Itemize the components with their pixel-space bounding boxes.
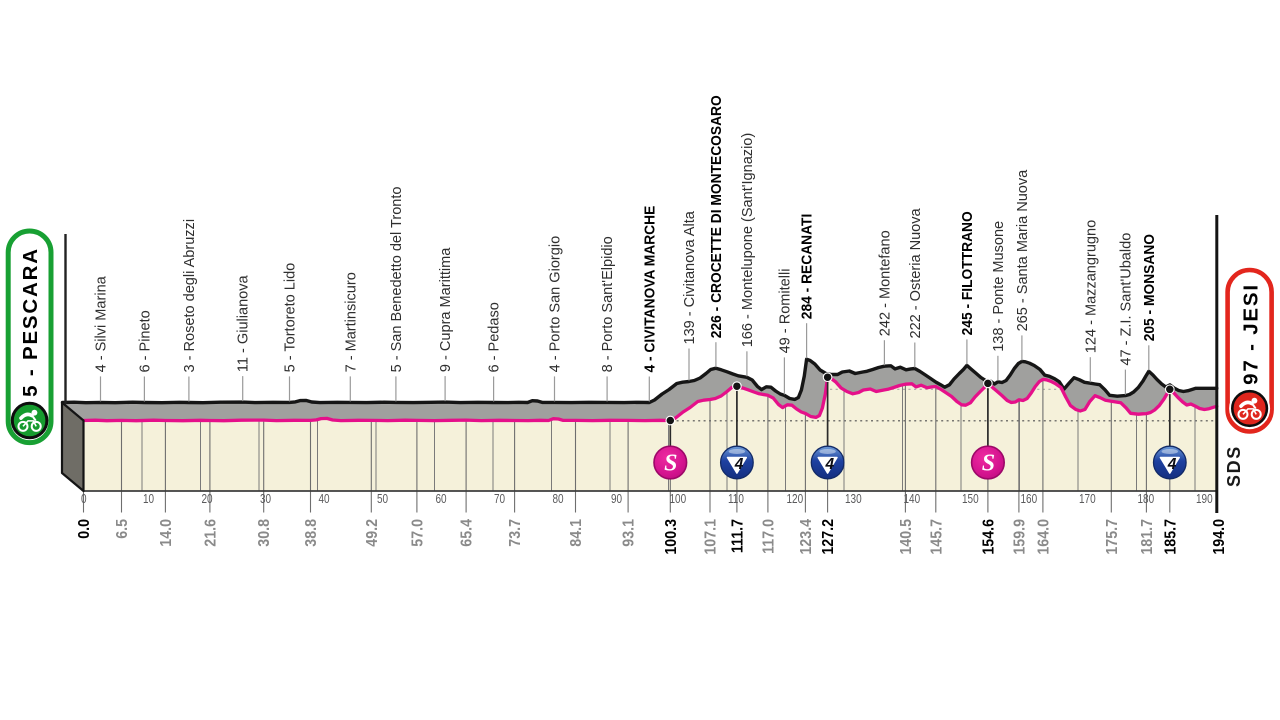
svg-text:80: 80 xyxy=(553,493,564,506)
svg-text:170: 170 xyxy=(1079,493,1096,506)
svg-text:38.8: 38.8 xyxy=(304,519,321,547)
svg-text:130: 130 xyxy=(845,493,862,506)
svg-text:123.4: 123.4 xyxy=(798,518,815,554)
svg-text:194.0: 194.0 xyxy=(1211,519,1228,555)
svg-text:5 - PESCARA: 5 - PESCARA xyxy=(19,247,42,397)
svg-text:226 - CROCETTE DI MONTECOSARO: 226 - CROCETTE DI MONTECOSARO xyxy=(708,95,725,338)
svg-text:4 - CIVITANOVA MARCHE: 4 - CIVITANOVA MARCHE xyxy=(642,205,659,372)
svg-text:4: 4 xyxy=(734,456,744,473)
svg-text:6 - Pineto: 6 - Pineto xyxy=(137,310,153,372)
svg-text:124 - Mazzangrugno: 124 - Mazzangrugno xyxy=(1083,220,1099,353)
svg-text:245 - FILOTTRANO: 245 - FILOTTRANO xyxy=(959,211,976,335)
svg-text:180: 180 xyxy=(1138,493,1155,506)
svg-text:100.3: 100.3 xyxy=(663,519,680,555)
svg-text:145.7: 145.7 xyxy=(929,519,946,555)
svg-text:4: 4 xyxy=(824,456,834,473)
svg-text:111.7: 111.7 xyxy=(730,519,747,553)
svg-text:6 - Pedaso: 6 - Pedaso xyxy=(486,302,502,372)
svg-text:57.0: 57.0 xyxy=(410,519,427,547)
svg-text:154.6: 154.6 xyxy=(981,519,998,555)
svg-text:47 - Z.I. Sant'Ubaldo: 47 - Z.I. Sant'Ubaldo xyxy=(1118,233,1134,366)
svg-text:117.0: 117.0 xyxy=(761,519,778,554)
svg-text:S: S xyxy=(982,451,995,477)
svg-text:5 - San Benedetto del Tronto: 5 - San Benedetto del Tronto xyxy=(389,186,405,372)
svg-text:49.2: 49.2 xyxy=(364,519,381,547)
svg-text:140: 140 xyxy=(904,493,921,506)
svg-text:140.5: 140.5 xyxy=(898,519,915,555)
svg-text:21.6: 21.6 xyxy=(203,519,220,547)
svg-text:181.7: 181.7 xyxy=(1139,519,1156,555)
svg-text:138 - Ponte Musone: 138 - Ponte Musone xyxy=(991,221,1007,352)
svg-text:175.7: 175.7 xyxy=(1104,519,1121,555)
svg-text:14.0: 14.0 xyxy=(158,519,175,547)
svg-text:164.0: 164.0 xyxy=(1036,519,1053,555)
svg-text:160: 160 xyxy=(1021,493,1038,506)
svg-text:6.5: 6.5 xyxy=(115,519,132,539)
svg-text:185.7: 185.7 xyxy=(1163,519,1180,555)
svg-text:4: 4 xyxy=(1167,456,1177,473)
svg-text:10: 10 xyxy=(143,493,154,506)
svg-text:65.4: 65.4 xyxy=(459,518,476,546)
svg-text:107.1: 107.1 xyxy=(703,519,720,555)
svg-text:11 - Giulianova: 11 - Giulianova xyxy=(236,275,252,372)
svg-text:4 - Porto San Giorgio: 4 - Porto San Giorgio xyxy=(547,236,563,373)
svg-text:100: 100 xyxy=(670,493,687,506)
svg-text:60: 60 xyxy=(436,493,447,506)
svg-text:5 - Tortoreto Lido: 5 - Tortoreto Lido xyxy=(282,263,298,373)
svg-text:30: 30 xyxy=(260,493,271,506)
svg-text:70: 70 xyxy=(494,493,505,506)
svg-text:0.0: 0.0 xyxy=(77,519,94,539)
svg-text:190: 190 xyxy=(1196,493,1213,506)
svg-text:7 - Martinsicuro: 7 - Martinsicuro xyxy=(343,272,359,372)
svg-text:50: 50 xyxy=(377,493,388,506)
svg-text:3 - Roseto degli Abruzzi: 3 - Roseto degli Abruzzi xyxy=(182,219,198,373)
svg-text:242 - Montefano: 242 - Montefano xyxy=(877,230,893,336)
svg-text:73.7: 73.7 xyxy=(508,519,525,547)
svg-text:110: 110 xyxy=(728,493,744,506)
svg-text:0: 0 xyxy=(81,493,87,506)
svg-text:9 - Cupra Marittima: 9 - Cupra Marittima xyxy=(438,247,454,372)
svg-text:S: S xyxy=(664,451,677,477)
svg-text:222 - Osteria Nuova: 222 - Osteria Nuova xyxy=(908,208,924,339)
svg-text:84.1: 84.1 xyxy=(569,519,586,547)
svg-text:30.8: 30.8 xyxy=(257,519,274,547)
svg-text:120: 120 xyxy=(787,493,804,506)
svg-text:284 - RECANATI: 284 - RECANATI xyxy=(799,214,816,320)
svg-text:SDS: SDS xyxy=(1224,445,1244,487)
svg-text:166 - Montelupone (Sant'Ignazi: 166 - Montelupone (Sant'Ignazio) xyxy=(740,133,756,348)
svg-text:265 - Santa Maria Nuova: 265 - Santa Maria Nuova xyxy=(1015,169,1031,331)
svg-text:90: 90 xyxy=(611,493,622,506)
svg-text:4 - Silvi Marina: 4 - Silvi Marina xyxy=(93,275,109,372)
svg-text:49 - Romitelli: 49 - Romitelli xyxy=(777,269,793,354)
svg-text:8 - Porto Sant'Elpidio: 8 - Porto Sant'Elpidio xyxy=(600,236,616,372)
svg-text:159.9: 159.9 xyxy=(1012,519,1029,555)
svg-text:150: 150 xyxy=(962,493,979,506)
svg-text:139 - Civitanova Alta: 139 - Civitanova Alta xyxy=(682,210,698,344)
svg-text:20: 20 xyxy=(202,493,213,506)
svg-text:205 - MONSANO: 205 - MONSANO xyxy=(1141,234,1158,341)
svg-text:40: 40 xyxy=(319,493,330,506)
svg-text:97 - JESI: 97 - JESI xyxy=(1239,283,1262,385)
svg-text:127.2: 127.2 xyxy=(821,519,838,555)
svg-text:93.1: 93.1 xyxy=(621,519,638,547)
